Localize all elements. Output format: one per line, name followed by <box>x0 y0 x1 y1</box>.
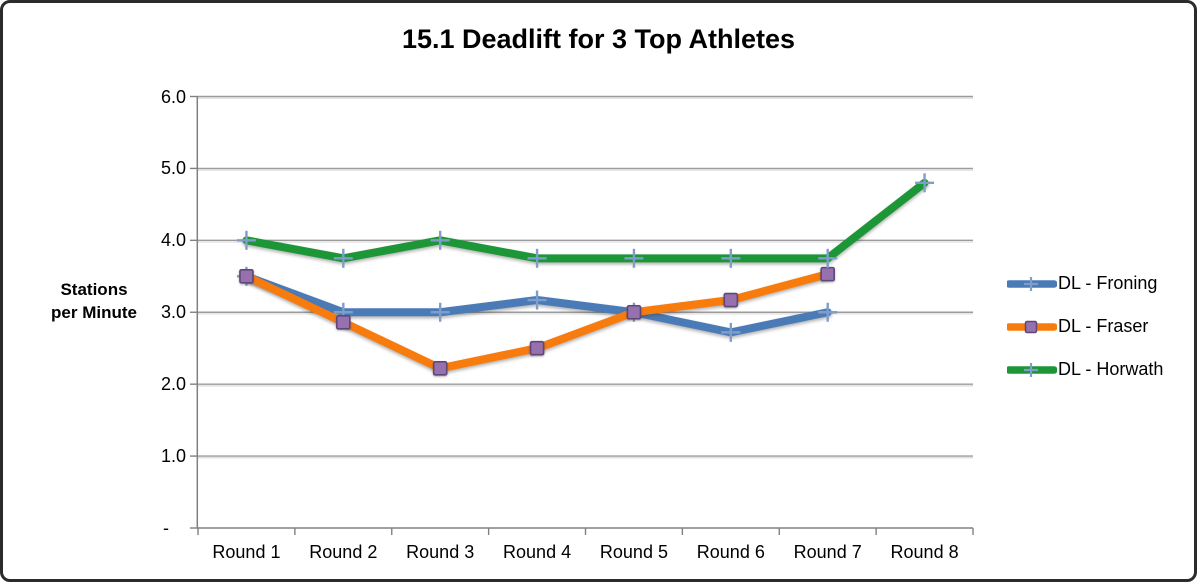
marker-square <box>723 292 739 308</box>
x-tick-label: Round 5 <box>599 542 668 562</box>
chart-title: 15.1 Deadlift for 3 Top Athletes <box>401 24 796 54</box>
x-tick-label: Round 8 <box>890 542 959 562</box>
legend-swatch-square <box>1007 320 1057 333</box>
marker-square <box>529 340 545 356</box>
y-tick-label: 4.0 <box>160 230 186 251</box>
marker-square <box>626 304 642 320</box>
marker-square <box>239 268 254 284</box>
legend-label: DL - Froning <box>1058 273 1158 293</box>
legend-swatch-cross <box>1007 362 1057 377</box>
y-axis-title: Stations per Minute <box>24 278 164 324</box>
legend-marker-square <box>1024 320 1038 333</box>
legend-item: DL - Froning <box>1007 262 1163 305</box>
series-line-dl-horwath <box>242 178 929 263</box>
legend-item: DL - Fraser <box>1007 305 1163 348</box>
y-tick-label: 6.0 <box>160 86 186 107</box>
x-tick-label: Round 1 <box>212 542 281 562</box>
legend-label: DL - Horwath <box>1058 359 1164 379</box>
x-tick-label: Round 6 <box>696 542 765 562</box>
x-tick-label: Round 7 <box>793 542 862 562</box>
y-tick-label: 1.0 <box>160 446 186 467</box>
marker-square <box>820 266 835 282</box>
y-tick-label: 2.0 <box>160 374 186 395</box>
y-axis-title-line2: per Minute <box>51 303 137 322</box>
marker-square <box>336 315 351 330</box>
x-tick-label: Round 3 <box>406 542 475 562</box>
x-tick-label: Round 4 <box>503 542 572 562</box>
legend-swatch-cross <box>1007 276 1057 291</box>
x-tick-label: Round 2 <box>309 542 378 562</box>
legend-label: DL - Fraser <box>1058 316 1149 336</box>
y-tick-label: 3.0 <box>160 302 186 323</box>
y-tick-label: 5.0 <box>160 158 186 179</box>
legend: DL - Froning DL - Fraser DL - Horwath <box>1007 262 1163 391</box>
legend-item: DL - Horwath <box>1007 348 1163 391</box>
y-tick-label: - <box>163 518 169 538</box>
y-axis-title-line1: Stations <box>60 280 128 299</box>
marker-square <box>432 361 448 376</box>
